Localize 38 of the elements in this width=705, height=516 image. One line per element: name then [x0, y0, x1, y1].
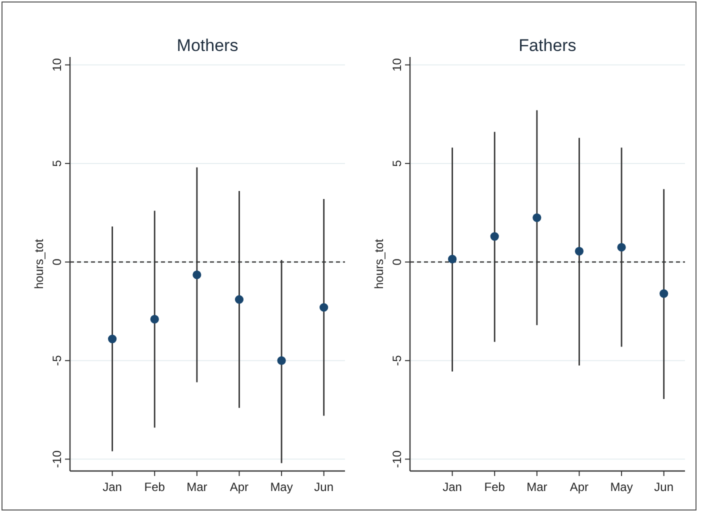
point: [108, 334, 117, 344]
y-axis-title: hours_tot: [372, 238, 386, 290]
x-tick-label: Apr: [230, 480, 249, 494]
point: [234, 295, 244, 304]
y-tick-label: 10: [390, 58, 404, 72]
y-tick-label: -5: [390, 354, 404, 366]
point: [660, 289, 668, 298]
x-tick-label: May: [270, 480, 293, 494]
y-tick-label: -10: [390, 450, 404, 468]
chart-title: Fathers: [518, 36, 576, 55]
point: [192, 270, 202, 280]
point: [574, 246, 584, 256]
point: [617, 242, 626, 252]
x-tick-label: Jun: [314, 480, 334, 494]
point: [448, 254, 457, 264]
point: [150, 314, 159, 324]
x-tick-label: Mar: [526, 480, 548, 494]
y-tick-label: 10: [50, 58, 64, 72]
y-tick-label: 5: [50, 160, 64, 167]
y-tick-label: 0: [50, 258, 64, 266]
y-tick-label: -10: [50, 450, 64, 468]
y-tick-label: 0: [390, 258, 404, 266]
y-tick-label: -5: [50, 354, 64, 366]
x-tick-label: Feb: [484, 480, 506, 494]
chart-title: Mothers: [176, 36, 238, 55]
x-tick-label: Feb: [144, 480, 166, 494]
x-tick-label: Jun: [654, 480, 674, 494]
y-tick-label: 5: [390, 160, 404, 167]
x-tick-label: May: [610, 480, 633, 494]
x-tick-label: Apr: [570, 480, 589, 494]
x-tick-label: Jan: [102, 480, 122, 494]
x-tick-label: Mar: [186, 480, 208, 494]
point: [277, 356, 286, 365]
y-axis-title: hours_tot: [32, 238, 46, 290]
point: [320, 303, 328, 312]
x-tick-label: Jan: [442, 480, 462, 494]
point: [490, 232, 499, 241]
point: [532, 213, 542, 222]
